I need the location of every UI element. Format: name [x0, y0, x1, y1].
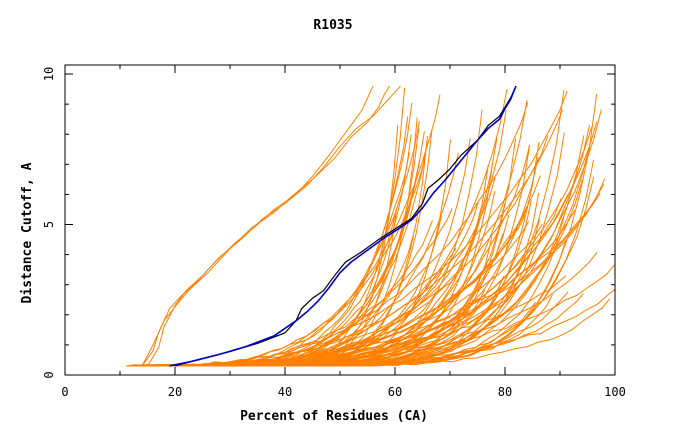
x-tick-label: 80 — [498, 385, 512, 399]
model-curve — [133, 221, 530, 367]
x-tick-label: 40 — [278, 385, 292, 399]
model-curve — [163, 125, 399, 367]
y-tick-label: 5 — [42, 221, 56, 228]
x-tick-label: 20 — [168, 385, 182, 399]
x-tick-label: 100 — [604, 385, 626, 399]
model-curve — [169, 264, 615, 367]
axis-layer: 0 20 40 60 80 100 0 5 10 — [42, 64, 626, 399]
x-tick-label: 60 — [388, 385, 402, 399]
model-curve — [158, 142, 540, 367]
series-layer — [125, 85, 616, 367]
highlight-curve-blue — [169, 85, 517, 367]
model-curve — [146, 87, 406, 367]
model-curve — [146, 290, 486, 367]
model-curve — [153, 94, 598, 367]
model-curve — [134, 138, 471, 367]
model-curve-early — [141, 85, 374, 367]
model-curve — [134, 109, 507, 367]
model-curve — [133, 99, 528, 367]
model-curve — [148, 102, 413, 367]
y-tick-label: 0 — [42, 371, 56, 378]
model-curve-early — [147, 85, 401, 367]
x-axis-label: Percent of Residues (CA) — [240, 409, 428, 424]
model-curve-early — [141, 85, 390, 367]
y-axis-label: Distance Cutoff, A — [20, 162, 35, 303]
x-tick-label: 0 — [61, 385, 68, 399]
y-tick-label: 10 — [42, 67, 56, 81]
highlight-curve-black — [174, 85, 517, 367]
model-curve — [130, 233, 504, 367]
chart-title: R1035 — [313, 18, 352, 33]
